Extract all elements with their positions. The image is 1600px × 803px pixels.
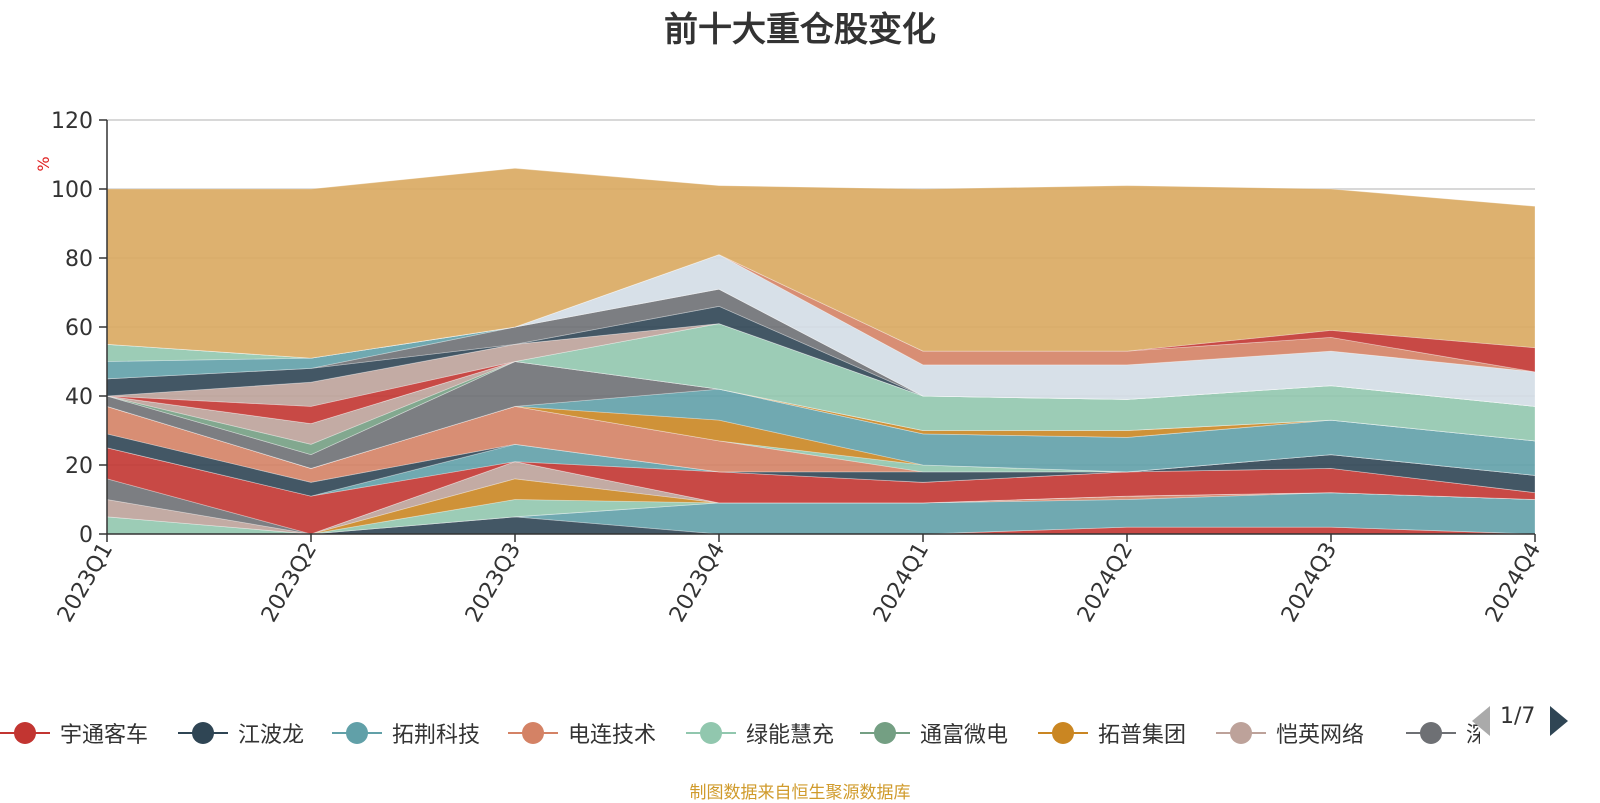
legend-prev-page-icon[interactable] [1472, 706, 1490, 736]
legend-dot-icon [522, 722, 544, 744]
area-沪电股份[interactable] [106, 447, 1536, 535]
legend-label: 拓普集团 [1098, 723, 1187, 748]
legend-item-通富微电[interactable]: 通富微电 [860, 715, 1040, 751]
legend-dot-icon [1052, 722, 1074, 744]
legend-pager: 1/7 [1468, 702, 1600, 742]
x-tick-label-2023Q3: 2023Q3 [461, 539, 526, 627]
legend-label: 绿能慧充 [746, 723, 835, 748]
x-tick-label-2024Q1: 2024Q1 [869, 539, 934, 627]
legend-item-绿能慧充[interactable]: 绿能慧充 [686, 715, 866, 751]
legend-dot-icon [1420, 722, 1442, 744]
y-tick-label-80: 80 [65, 247, 93, 272]
legend-label: 通富微电 [920, 723, 1009, 748]
chart-title: 前十大重仓股变化 [664, 10, 936, 50]
legend-label: 拓荆科技 [392, 723, 481, 748]
legend-item-江波龙[interactable]: 江波龙 [178, 715, 358, 751]
y-tick-label-20: 20 [65, 454, 93, 479]
x-tick-label-2024Q4: 2024Q4 [1481, 539, 1546, 627]
legend-dot-icon [346, 722, 368, 744]
legend-dot-icon [1230, 722, 1252, 744]
y-tick-label-60: 60 [65, 316, 93, 341]
x-tick-label-2023Q1: 2023Q1 [53, 539, 118, 627]
area-拓荆科技[interactable] [107, 492, 1536, 535]
chart-canvas: 0 20 40 60 80 100 120 2023Q1 2023Q2 2023Q3 2023Q4 2… [34, 109, 1546, 627]
legend-label: 恺英网络 [1276, 723, 1365, 748]
legend-item-拓普集团[interactable]: 拓普集团 [1038, 715, 1218, 751]
legend-dot-icon [700, 722, 722, 744]
data-source-note: 制图数据来自恒生聚源数据库 [689, 783, 911, 803]
area-其他[interactable] [106, 167, 1536, 359]
legend-label: 宇通客车 [60, 723, 149, 748]
legend-item-拓荆科技[interactable]: 拓荆科技 [332, 715, 512, 751]
legend-page-indicator: 1/7 [1500, 704, 1536, 729]
y-tick-label-0: 0 [79, 523, 93, 548]
x-tick-label-2024Q2: 2024Q2 [1073, 539, 1138, 627]
y-tick-label-100: 100 [51, 178, 93, 203]
legend-item-电连技术[interactable]: 电连技术 [508, 715, 688, 751]
legend-label: 电连技术 [568, 723, 657, 748]
area-series [106, 167, 1536, 535]
legend: 宇通客车江波龙拓荆科技电连技术绿能慧充通富微电拓普集团恺英网络深南电路 [0, 715, 1480, 755]
legend-dot-icon [874, 722, 896, 744]
area-新易盛[interactable] [106, 433, 1536, 497]
x-tick-label-2023Q2: 2023Q2 [257, 539, 322, 627]
x-tick-label-2024Q3: 2024Q3 [1277, 539, 1342, 627]
y-axis-unit: % [34, 156, 53, 171]
legend-item-恺英网络[interactable]: 恺英网络 [1216, 715, 1396, 751]
legend-item-宇通客车[interactable]: 宇通客车 [0, 715, 180, 751]
legend-dot-icon [14, 722, 36, 744]
x-tick-label-2023Q4: 2023Q4 [665, 539, 730, 627]
legend-next-page-icon[interactable] [1550, 706, 1568, 736]
legend-label: 江波龙 [238, 723, 305, 748]
y-tick-label-120: 120 [51, 109, 93, 134]
y-tick-label-40: 40 [65, 385, 93, 410]
legend-dot-icon [192, 722, 214, 744]
